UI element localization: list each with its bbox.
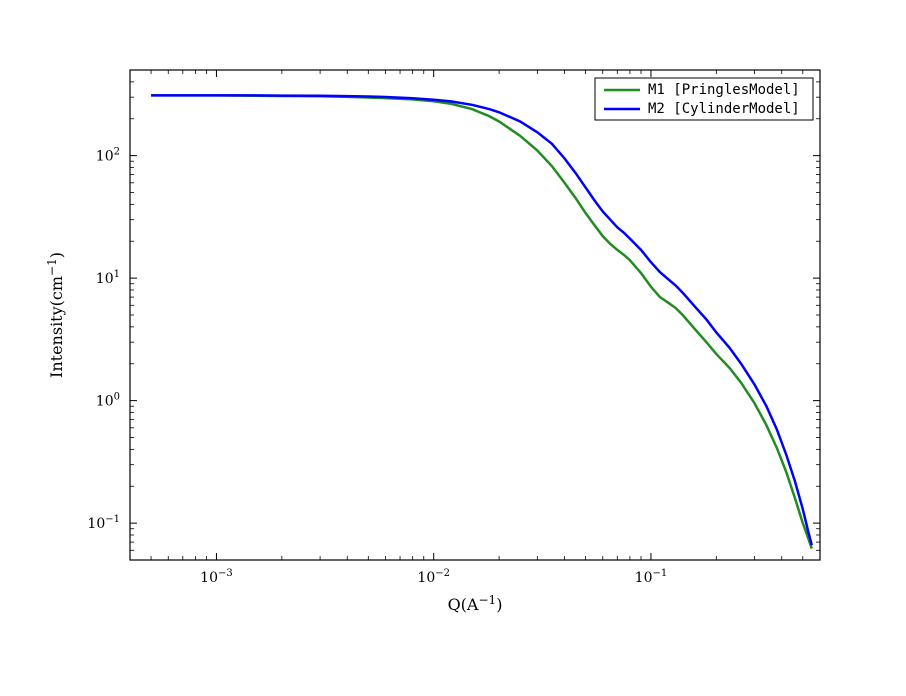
x-tick-label: 10−1: [635, 568, 668, 586]
y-tick-label: 10−1: [87, 514, 120, 532]
legend: M1 [PringlesModel] M2 [CylinderModel]: [595, 78, 813, 120]
x-tick-label: 10−2: [417, 568, 450, 586]
plot-frame: [130, 70, 820, 560]
x-major-ticks: [216, 70, 650, 560]
x-tick-label: 10−3: [200, 568, 233, 586]
legend-label-0: M1 [PringlesModel]: [648, 82, 800, 98]
y-axis-label: Intensity(cm−1): [45, 252, 66, 378]
x-tick-labels: 10−3 10−2 10−1: [200, 568, 667, 586]
series-line-0: [151, 95, 812, 548]
intensity-vs-q-chart: 10−3 10−2 10−1 10−1 100 101 102 Q(A−1) Intens…: [0, 0, 906, 696]
y-tick-label: 102: [96, 147, 120, 165]
y-tick-label: 101: [96, 269, 120, 287]
series-group: [151, 95, 812, 548]
y-minor-ticks: [130, 70, 820, 560]
series-line-1: [151, 95, 812, 545]
y-tick-label: 100: [96, 392, 120, 410]
y-major-ticks: [130, 156, 820, 524]
x-axis-label: Q(A−1): [448, 593, 503, 614]
legend-label-1: M2 [CylinderModel]: [648, 101, 800, 117]
y-tick-labels: 10−1 100 101 102: [87, 147, 120, 533]
